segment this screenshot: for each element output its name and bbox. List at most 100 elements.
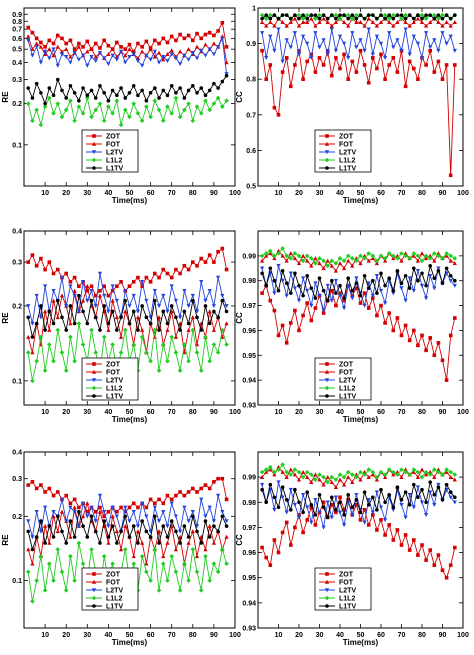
data-point-l2tv — [211, 304, 216, 309]
y-tick-label: 0.97 — [242, 303, 256, 310]
data-point-l1tv — [127, 321, 132, 326]
data-point-fot — [436, 251, 441, 256]
data-point-l2tv — [296, 52, 302, 57]
data-point-l2tv — [140, 63, 145, 68]
data-point-fot — [272, 472, 277, 477]
data-point-zot — [55, 267, 60, 272]
data-point-fot — [47, 540, 52, 545]
data-point-zot — [153, 271, 157, 276]
data-point-fot — [106, 51, 111, 56]
data-point-l1l2 — [68, 334, 73, 340]
data-point-fot — [186, 327, 191, 332]
data-point-l1l2 — [182, 561, 187, 566]
data-point-l2tv — [354, 492, 359, 497]
data-point-l1l2 — [350, 256, 355, 261]
data-point-l1l2 — [68, 553, 73, 559]
data-point-l2tv — [391, 508, 396, 513]
data-point-l1tv — [387, 13, 392, 17]
data-point-l2tv — [284, 38, 289, 43]
data-point-fot — [260, 20, 265, 25]
data-point-l2tv — [182, 53, 187, 58]
data-point-l1tv — [195, 90, 199, 95]
data-point-l1l2 — [42, 588, 48, 593]
data-point-l1l2 — [203, 334, 208, 340]
data-point-l1l2 — [309, 472, 314, 477]
data-point-l1tv — [148, 321, 153, 326]
data-point-zot — [412, 328, 416, 333]
data-point-l1tv — [110, 88, 115, 93]
data-point-l2tv — [216, 275, 221, 280]
data-point-l2tv — [178, 529, 183, 534]
data-point-l1l2 — [30, 118, 35, 124]
data-point-zot — [395, 70, 400, 74]
data-point-zot — [399, 543, 404, 547]
data-point-l1tv — [305, 490, 310, 495]
data-point-l1l2 — [186, 578, 191, 583]
data-point-l1l2 — [333, 261, 339, 266]
data-point-l1tv — [428, 13, 433, 17]
data-point-fot — [432, 474, 437, 479]
data-point-zot — [453, 316, 457, 320]
data-point-l2tv — [419, 56, 425, 61]
data-point-l2tv — [38, 529, 43, 534]
data-point-l2tv — [260, 31, 265, 36]
data-point-l2tv — [203, 514, 208, 519]
data-point-zot — [186, 490, 191, 494]
data-point-fot — [305, 474, 310, 479]
data-point-zot — [428, 48, 432, 53]
data-point-zot — [272, 105, 277, 110]
data-point-l2tv — [411, 505, 416, 510]
data-point-l1l2 — [101, 118, 107, 124]
x-axis-label: Time(ms) — [343, 415, 379, 424]
data-point-l1l2 — [304, 253, 310, 259]
data-point-fot — [333, 20, 338, 25]
data-point-l1tv — [60, 529, 64, 534]
data-point-l2tv — [424, 31, 429, 36]
data-point-fot — [140, 540, 145, 545]
data-point-l2tv — [391, 291, 396, 296]
data-point-l1l2 — [190, 118, 196, 124]
data-point-l1tv — [325, 515, 330, 520]
data-point-fot — [203, 547, 208, 552]
y-axis-label: RE — [1, 312, 10, 324]
data-point-zot — [395, 528, 400, 532]
data-point-l2tv — [403, 515, 408, 520]
data-point-fot — [448, 258, 453, 263]
data-point-l1l2 — [321, 474, 326, 480]
data-point-zot — [383, 533, 387, 537]
data-point-l1tv — [293, 487, 297, 492]
data-point-fot — [342, 482, 347, 487]
data-point-l1tv — [338, 500, 342, 505]
data-point-zot — [207, 30, 212, 35]
data-point-l1l2 — [177, 368, 183, 373]
data-point-l2tv — [152, 289, 157, 294]
data-point-fot — [350, 479, 355, 484]
data-point-l1tv — [325, 16, 330, 21]
data-point-zot — [64, 41, 68, 46]
data-point-l1tv — [444, 482, 449, 487]
data-point-zot — [102, 284, 106, 289]
x-tick-label: 20 — [295, 409, 303, 416]
data-point-zot — [407, 548, 412, 552]
data-point-l1l2 — [321, 258, 326, 264]
data-point-l2tv — [106, 62, 111, 67]
data-point-l1tv — [106, 535, 111, 539]
data-point-zot — [72, 275, 77, 280]
data-point-l1tv — [140, 304, 144, 308]
data-point-fot — [135, 529, 141, 534]
data-point-l1l2 — [366, 467, 371, 472]
data-point-fot — [329, 479, 334, 484]
data-point-fot — [391, 23, 396, 28]
data-point-fot — [325, 474, 330, 479]
data-point-l1l2 — [72, 118, 77, 124]
data-point-l1l2 — [34, 578, 39, 583]
data-point-l1tv — [68, 83, 73, 88]
data-point-l2tv — [173, 298, 179, 303]
legend-box — [81, 567, 139, 611]
data-point-l2tv — [165, 59, 170, 64]
data-point-l1l2 — [259, 12, 265, 18]
data-point-l1l2 — [220, 547, 225, 552]
data-point-l1tv — [407, 13, 412, 17]
